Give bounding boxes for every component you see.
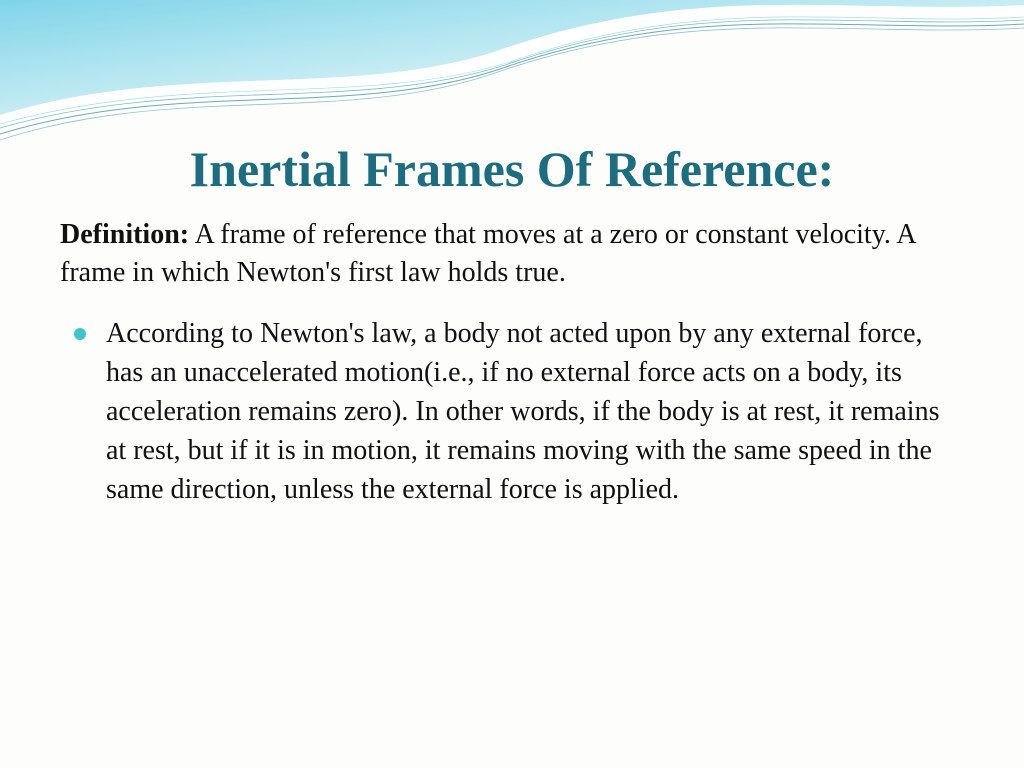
definition-text: A frame of reference that moves at a zer… [60,219,915,288]
bullet-list: According to Newton's law, a body not ac… [60,314,964,510]
bullet-item: According to Newton's law, a body not ac… [88,314,964,510]
slide-title: Inertial Frames Of Reference: [60,140,964,198]
definition-label: Definition: [60,219,189,250]
definition-paragraph: Definition: A frame of reference that mo… [60,216,964,292]
slide-content: Inertial Frames Of Reference: Definition… [0,0,1024,510]
